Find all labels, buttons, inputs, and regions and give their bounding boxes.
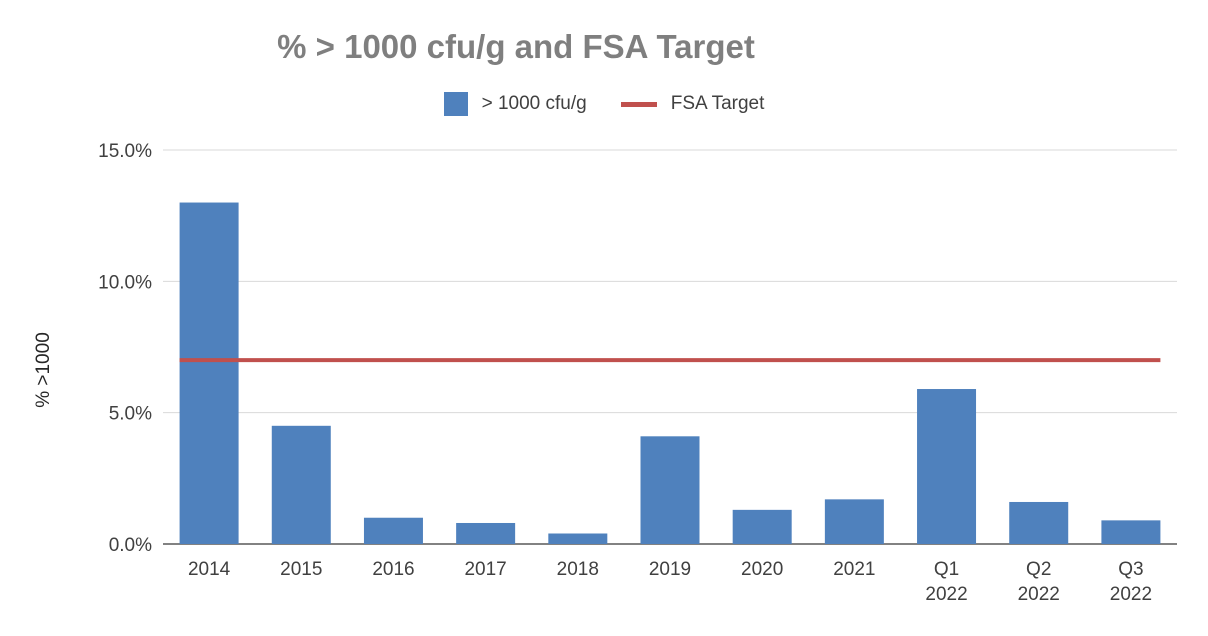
bar (917, 389, 977, 544)
bar (640, 436, 700, 544)
legend-swatch-target (620, 101, 657, 107)
legend: > 1000 cfu/g FSA Target (0, 90, 1208, 118)
x-tick-label: 2014 (188, 559, 231, 580)
legend-item-target: FSA Target (620, 93, 765, 115)
legend-label-bars: > 1000 cfu/g (481, 93, 587, 114)
x-tick-label: 2022 (925, 584, 967, 605)
bar (732, 509, 792, 544)
x-tick-label: Q3 (1118, 559, 1143, 580)
legend-swatch-bars (443, 92, 468, 116)
chart-title: % > 1000 cfu/g and FSA Target (277, 28, 755, 65)
bar (824, 499, 884, 544)
y-tick-label: 0.0% (109, 535, 152, 556)
x-tick-label: 2015 (280, 559, 322, 580)
x-tick-label: 2022 (1110, 584, 1152, 605)
bar (1009, 501, 1069, 544)
x-tick-label: 2016 (372, 559, 414, 580)
x-tick-label: Q1 (934, 559, 959, 580)
bar (363, 517, 423, 544)
legend-item-bars: > 1000 cfu/g (443, 92, 587, 116)
x-tick-label: 2022 (1018, 584, 1060, 605)
y-tick-label: 10.0% (98, 272, 152, 293)
x-tick-label: 2020 (741, 559, 783, 580)
y-tick-label: 5.0% (109, 404, 152, 425)
bar (179, 202, 239, 545)
x-tick-label: 2021 (833, 559, 875, 580)
bar (456, 522, 516, 544)
bar (1101, 520, 1161, 544)
x-tick-label: 2019 (649, 559, 691, 580)
bar (271, 425, 331, 544)
bar (548, 533, 608, 544)
x-tick-label: Q2 (1026, 559, 1051, 580)
legend-label-target: FSA Target (670, 93, 765, 114)
x-tick-label: 2018 (557, 559, 599, 580)
y-tick-label: 15.0% (98, 141, 152, 162)
x-tick-label: 2017 (464, 559, 506, 580)
